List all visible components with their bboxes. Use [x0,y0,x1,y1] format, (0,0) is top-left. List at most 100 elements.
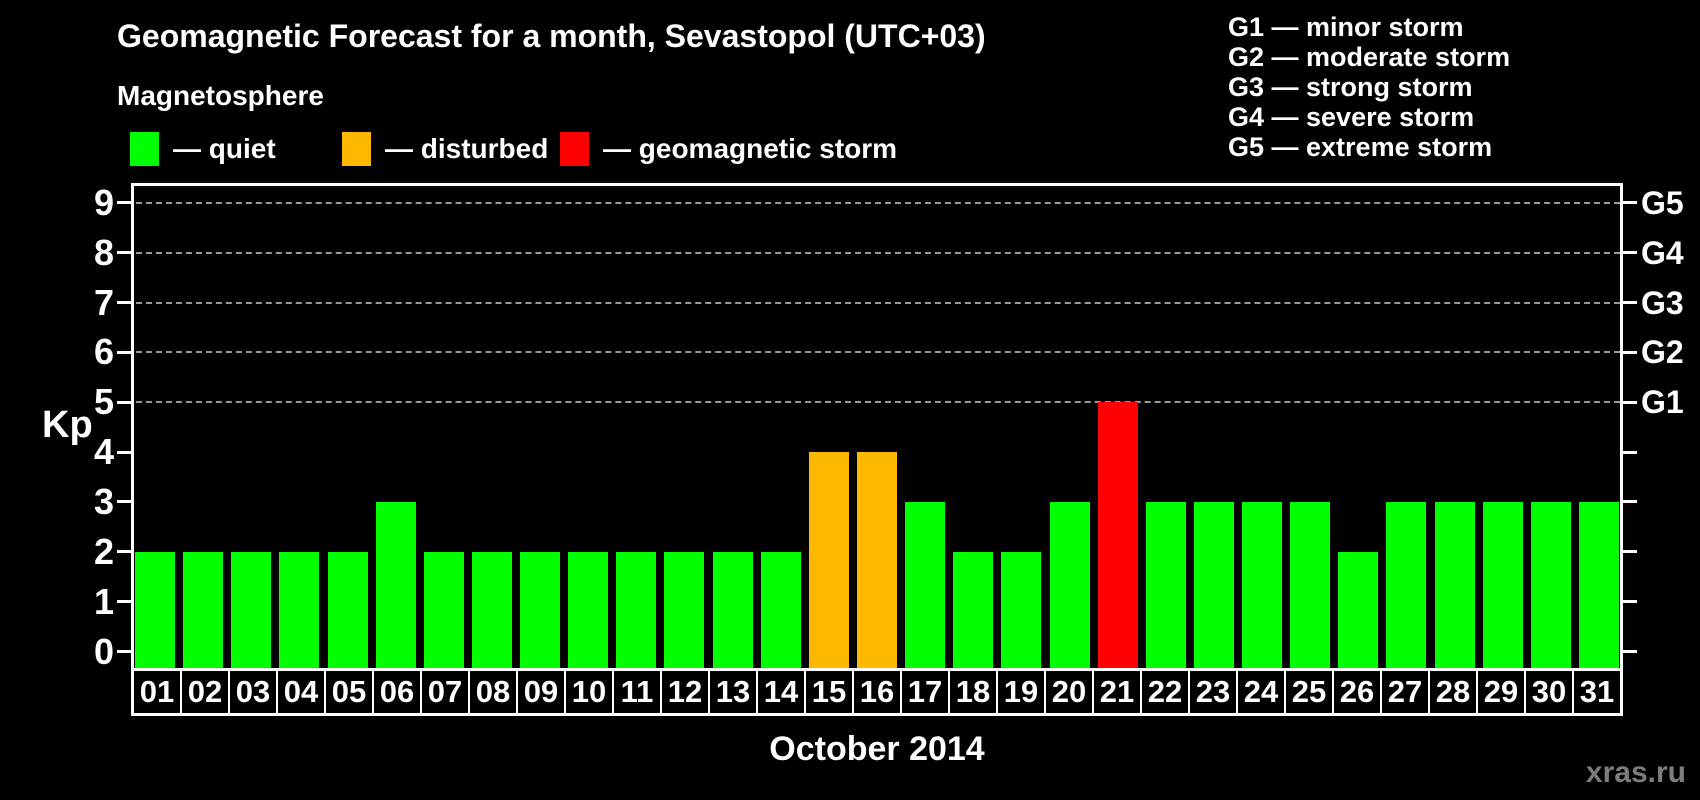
day-label-24: 24 [1238,671,1286,713]
legend-label-quiet: — quiet [173,133,276,164]
day-label-13: 13 [710,671,758,713]
y-tick-right-6 [1623,350,1637,354]
day-label-26: 26 [1334,671,1382,713]
bar-day-31 [1578,501,1619,668]
storm-scale-g3: G3 — strong storm [1228,72,1473,102]
y-tick-left-2 [117,550,131,554]
bar-day-30 [1530,501,1571,668]
storm-scale-g1: G1 — minor storm [1228,12,1464,42]
legend-label-disturbed: — disturbed [385,133,549,164]
bar-day-24 [1242,501,1283,668]
y-tick-right-0 [1623,650,1637,653]
gridline-kp6 [136,351,1620,354]
storm-scale-legend: G1 — minor storm G2 — moderate storm G3 … [1228,12,1510,162]
day-label-14: 14 [758,671,806,713]
bar-day-04 [279,551,320,668]
bar-day-20 [1049,501,1090,668]
bar-day-13 [712,551,753,668]
day-label-18: 18 [950,671,998,713]
bar-day-29 [1482,501,1523,668]
day-label-22: 22 [1142,671,1190,713]
g-scale-label-g1: G1 [1641,384,1684,421]
gridline-kp9 [136,201,1620,204]
day-label-10: 10 [566,671,614,713]
storm-scale-g5: G5 — extreme storm [1228,132,1493,162]
bar-day-21 [1097,402,1138,668]
day-label-12: 12 [662,671,710,713]
bar-day-19 [1001,551,1042,668]
day-label-25: 25 [1286,671,1334,713]
bar-day-22 [1145,501,1186,668]
day-label-29: 29 [1478,671,1526,713]
storm-scale-g4: G4 — severe storm [1228,102,1475,132]
plot-frame [131,183,1623,668]
page-title: Geomagnetic Forecast for a month, Sevast… [117,18,986,54]
bar-day-07 [423,551,464,668]
day-label-30: 30 [1526,671,1574,713]
watermark: xras.ru [1585,756,1686,789]
bar-day-10 [568,551,609,668]
x-axis-day-labels: 01 02 03 04 05 06 07 08 09 10 11 12 13 14 15 16 17 18 19 20… [131,668,1623,716]
day-label-17: 17 [902,671,950,713]
day-label-27: 27 [1382,671,1430,713]
y-tick-label-7: 7 [93,281,114,323]
y-tick-right-1 [1623,600,1637,604]
day-label-01: 01 [134,671,182,713]
day-label-21: 21 [1094,671,1142,713]
day-label-09: 09 [518,671,566,713]
y-tick-right-4 [1623,450,1637,454]
y-tick-right-5 [1623,400,1637,404]
legend-label-storm: — geomagnetic storm [603,133,898,164]
bar-day-14 [760,551,801,668]
gridline-kp7 [136,301,1620,304]
bar-day-12 [664,551,705,668]
quiet-color-swatch [130,132,159,166]
legend-item-storm: — geomagnetic storm [560,131,897,167]
bar-day-23 [1193,501,1234,668]
y-tick-label-5: 5 [93,381,114,423]
day-label-02: 02 [182,671,230,713]
day-label-07: 07 [422,671,470,713]
y-tick-label-1: 1 [93,580,114,622]
legend-item-disturbed: — disturbed [342,131,548,167]
y-tick-right-2 [1623,550,1637,554]
y-tick-label-4: 4 [93,431,114,473]
g-scale-label-g5: G5 [1641,184,1684,221]
y-tick-left-3 [117,500,131,504]
day-label-05: 05 [326,671,374,713]
storm-scale-g2: G2 — moderate storm [1228,42,1511,72]
storm-color-swatch [560,132,589,166]
gridline-kp5 [136,401,1620,404]
bar-day-25 [1290,501,1331,668]
day-label-19: 19 [998,671,1046,713]
bar-day-08 [471,551,512,668]
y-tick-label-3: 3 [93,480,114,522]
bar-day-03 [231,551,272,668]
bar-day-16 [857,452,897,668]
y-tick-left-7 [117,301,131,305]
bar-day-26 [1338,551,1379,668]
bar-day-09 [520,551,561,668]
day-label-03: 03 [230,671,278,713]
bar-day-02 [183,551,224,668]
day-label-08: 08 [470,671,518,713]
g-scale-label-g4: G4 [1641,234,1684,271]
bar-day-28 [1434,501,1475,668]
legend-heading: Magnetosphere [117,80,324,111]
x-axis-title: October 2014 [769,730,985,768]
bar-day-01 [135,551,176,668]
y-tick-left-4 [117,450,131,454]
y-tick-right-7 [1623,301,1637,305]
day-label-11: 11 [614,671,662,713]
day-label-23: 23 [1190,671,1238,713]
day-label-20: 20 [1046,671,1094,713]
bar-day-27 [1386,501,1427,668]
y-tick-label-0: 0 [93,630,114,672]
y-tick-left-1 [117,600,131,604]
y-tick-left-6 [117,350,131,354]
y-tick-label-9: 9 [93,181,114,223]
g-scale-label-g3: G3 [1641,284,1684,321]
y-tick-left-5 [117,400,131,404]
bar-day-18 [953,551,994,668]
